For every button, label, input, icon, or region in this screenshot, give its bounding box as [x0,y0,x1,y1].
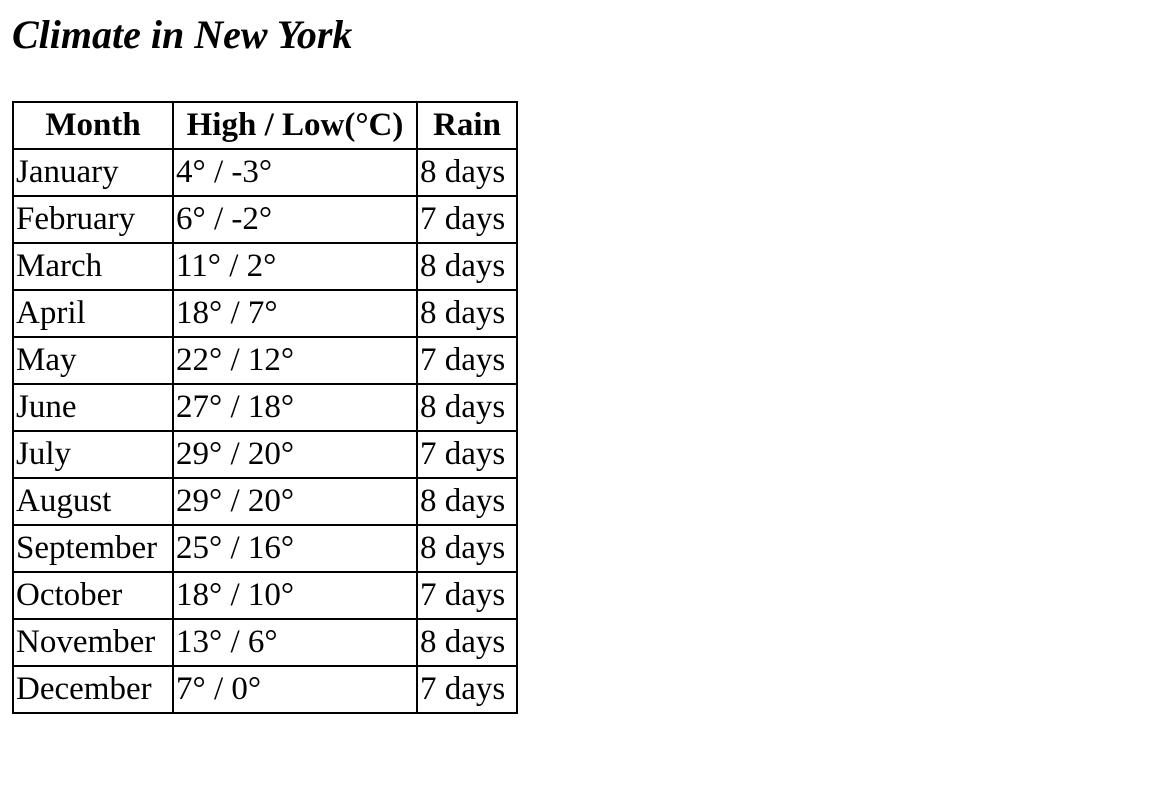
month-cell: May [12,336,174,385]
month-cell: February [12,195,174,244]
table-row: September 25° / 16° 8 days [12,524,518,573]
month-cell: March [12,242,174,291]
rain-cell: 8 days [416,383,518,432]
rain-cell: 8 days [416,477,518,526]
table-row: July 29° / 20° 7 days [12,430,518,479]
month-cell: August [12,477,174,526]
high-low-cell: 27° / 18° [172,383,418,432]
month-cell: January [12,148,174,197]
table-row: November 13° / 6° 8 days [12,618,518,667]
header-month: Month [12,101,174,150]
rain-cell: 8 days [416,148,518,197]
high-low-cell: 22° / 12° [172,336,418,385]
rain-cell: 7 days [416,665,518,714]
high-low-cell: 4° / -3° [172,148,418,197]
table-row: December 7° / 0° 7 days [12,665,518,714]
month-cell: June [12,383,174,432]
table-row: August 29° / 20° 8 days [12,477,518,526]
rain-cell: 8 days [416,242,518,291]
high-low-cell: 18° / 10° [172,571,418,620]
header-rain: Rain [416,101,518,150]
high-low-cell: 29° / 20° [172,477,418,526]
rain-cell: 7 days [416,336,518,385]
rain-cell: 7 days [416,195,518,244]
high-low-cell: 18° / 7° [172,289,418,338]
rain-cell: 8 days [416,618,518,667]
table-row: June 27° / 18° 8 days [12,383,518,432]
month-cell: October [12,571,174,620]
page-title: Climate in New York [12,12,353,57]
rain-cell: 8 days [416,289,518,338]
high-low-cell: 13° / 6° [172,618,418,667]
month-cell: November [12,618,174,667]
high-low-cell: 25° / 16° [172,524,418,573]
header-high-low: High / Low(°C) [172,101,418,150]
month-cell: April [12,289,174,338]
table-row: October 18° / 10° 7 days [12,571,518,620]
month-cell: December [12,665,174,714]
high-low-cell: 7° / 0° [172,665,418,714]
high-low-cell: 6° / -2° [172,195,418,244]
table-row: March 11° / 2° 8 days [12,242,518,291]
rain-cell: 7 days [416,571,518,620]
rain-cell: 8 days [416,524,518,573]
table-row: May 22° / 12° 7 days [12,336,518,385]
table-row: February 6° / -2° 7 days [12,195,518,244]
table-header-row: Month High / Low(°C) Rain [12,101,518,150]
table-row: January 4° / -3° 8 days [12,148,518,197]
month-cell: July [12,430,174,479]
climate-table: Month High / Low(°C) Rain January 4° / -… [12,101,518,714]
month-cell: September [12,524,174,573]
high-low-cell: 29° / 20° [172,430,418,479]
high-low-cell: 11° / 2° [172,242,418,291]
rain-cell: 7 days [416,430,518,479]
table-row: April 18° / 7° 8 days [12,289,518,338]
